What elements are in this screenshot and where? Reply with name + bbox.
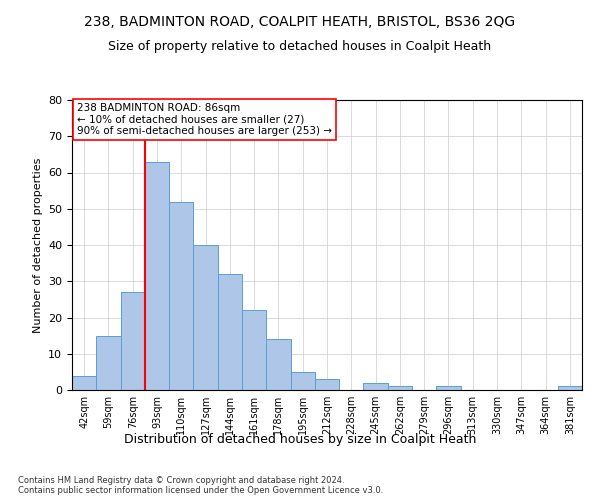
Bar	[96, 336, 121, 390]
Bar	[315, 379, 339, 390]
Bar	[364, 383, 388, 390]
Bar	[145, 162, 169, 390]
Bar	[242, 310, 266, 390]
Bar	[266, 339, 290, 390]
Bar	[169, 202, 193, 390]
Bar	[290, 372, 315, 390]
Text: 238, BADMINTON ROAD, COALPIT HEATH, BRISTOL, BS36 2QG: 238, BADMINTON ROAD, COALPIT HEATH, BRIS…	[85, 15, 515, 29]
Bar	[72, 376, 96, 390]
Bar	[388, 386, 412, 390]
Bar	[121, 292, 145, 390]
Bar	[436, 386, 461, 390]
Y-axis label: Number of detached properties: Number of detached properties	[32, 158, 43, 332]
Bar	[193, 245, 218, 390]
Text: Contains HM Land Registry data © Crown copyright and database right 2024.
Contai: Contains HM Land Registry data © Crown c…	[18, 476, 383, 495]
Text: 238 BADMINTON ROAD: 86sqm
← 10% of detached houses are smaller (27)
90% of semi-: 238 BADMINTON ROAD: 86sqm ← 10% of detac…	[77, 103, 332, 136]
Text: Size of property relative to detached houses in Coalpit Heath: Size of property relative to detached ho…	[109, 40, 491, 53]
Bar	[558, 386, 582, 390]
Bar	[218, 274, 242, 390]
Text: Distribution of detached houses by size in Coalpit Heath: Distribution of detached houses by size …	[124, 432, 476, 446]
